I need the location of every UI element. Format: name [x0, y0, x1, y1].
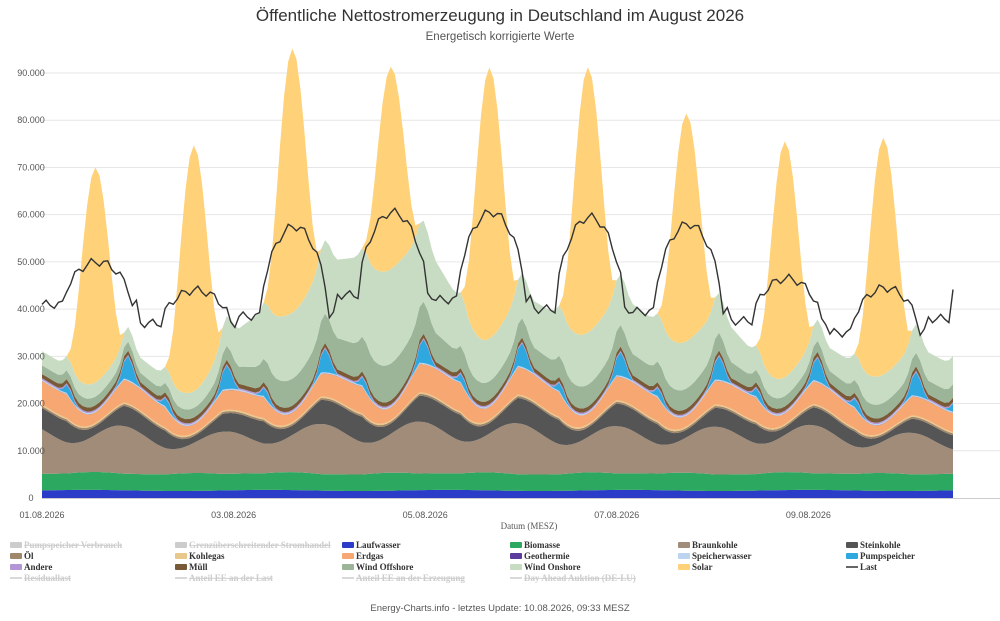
legend-item-braunkohle[interactable]: Braunkohle	[678, 540, 738, 550]
legend-item-residuallast[interactable]: Residuallast	[10, 573, 71, 583]
legend-item-speicherwasser[interactable]: Speicherwasser	[678, 551, 752, 561]
y-tick-label: 50.000	[17, 257, 45, 267]
area-steinkohle	[42, 395, 953, 450]
legend-label: Pumpspeicher	[860, 551, 915, 561]
legend-swatch	[510, 553, 522, 559]
y-tick-label: 20.000	[17, 399, 45, 409]
x-tick-label: 07.08.2026	[594, 510, 639, 520]
x-tick-label: 01.08.2026	[19, 510, 64, 520]
legend-label: Day Ahead Auktion (DE-LU)	[524, 573, 636, 583]
x-tick-label: 09.08.2026	[786, 510, 831, 520]
legend-label: Wind Onshore	[524, 562, 580, 572]
legend-swatch	[510, 564, 522, 570]
legend-label: Biomasse	[524, 540, 560, 550]
y-tick-label: 80.000	[17, 115, 45, 125]
legend-item-anteil-ee-an-der-erzeugung[interactable]: Anteil EE an der Erzeugung	[342, 573, 465, 583]
legend-swatch	[678, 553, 690, 559]
legend-swatch	[342, 542, 354, 548]
legend-label: Öl	[24, 551, 34, 561]
footer-credit: Energy-Charts.info - letztes Update: 10.…	[370, 603, 629, 614]
y-tick-label: 90.000	[17, 68, 45, 78]
y-tick-label: 40.000	[17, 304, 45, 314]
area-series	[42, 48, 953, 498]
x-tick-label: 03.08.2026	[211, 510, 256, 520]
legend-swatch	[510, 542, 522, 548]
area-pumpspeicher	[42, 339, 953, 425]
legend-swatch	[342, 553, 354, 559]
legend-item-pumpspeicher-verbrauch[interactable]: Pumpspeicher Verbrauch	[10, 540, 122, 550]
legend-label: Grenzüberschreitender Stromhandel	[189, 540, 331, 550]
area-kohlegas	[42, 392, 953, 438]
legend-swatch	[678, 564, 690, 570]
legend-label: Andere	[24, 562, 52, 572]
legend-item-pumpspeicher[interactable]: Pumpspeicher	[846, 551, 915, 561]
legend-label: Wind Offshore	[356, 562, 413, 572]
y-tick-label: 70.000	[17, 162, 45, 172]
legend-label: Steinkohle	[860, 540, 901, 550]
legend-swatch	[10, 553, 22, 559]
legend-swatch	[846, 542, 858, 548]
legend-item-andere[interactable]: Andere	[10, 562, 52, 572]
legend-item-wind-offshore[interactable]: Wind Offshore	[342, 562, 413, 572]
area-wind-offshore	[42, 301, 953, 420]
area-biomasse	[42, 472, 953, 491]
legend-swatch	[175, 542, 187, 548]
area-solar	[42, 48, 953, 393]
legend-item--l[interactable]: Öl	[10, 551, 34, 561]
x-axis-label: Datum (MESZ)	[501, 521, 558, 531]
legend-item-kohlegas[interactable]: Kohlegas	[175, 551, 225, 561]
area-laufwasser	[42, 489, 953, 498]
x-axis: 01.08.2026 03.08.2026 05.08.2026 07.08.2026…	[19, 498, 1000, 520]
last-series	[41, 207, 954, 339]
legend-label: Residuallast	[24, 573, 71, 583]
legend-label: Laufwasser	[356, 540, 401, 550]
legend-label: Speicherwasser	[692, 551, 752, 561]
y-tick-label: 0	[28, 493, 33, 503]
legend-item-m-ll[interactable]: Müll	[175, 562, 208, 572]
legend-label: Anteil EE an der Erzeugung	[356, 573, 465, 583]
legend-item-erdgas[interactable]: Erdgas	[342, 551, 384, 561]
legend-swatch	[846, 553, 858, 559]
legend-item-day-ahead-auktion-de-lu-[interactable]: Day Ahead Auktion (DE-LU)	[510, 573, 636, 583]
area-erdgas	[42, 364, 953, 436]
legend-label: Pumpspeicher Verbrauch	[24, 540, 122, 550]
line-last	[41, 207, 954, 339]
legend-swatch	[175, 564, 187, 570]
legend-label: Braunkohle	[692, 540, 738, 550]
legend-label: Müll	[189, 562, 208, 572]
y-tick-label: 30.000	[17, 351, 45, 361]
legend: Pumpspeicher Verbrauch Grenzüberschreiten…	[10, 540, 915, 583]
legend-item-geothermie[interactable]: Geothermie	[510, 551, 569, 561]
legend-swatch	[10, 542, 22, 548]
legend-label: Kohlegas	[189, 551, 225, 561]
y-tick-label: 60.000	[17, 210, 45, 220]
legend-item-steinkohle[interactable]: Steinkohle	[846, 540, 901, 550]
legend-item-anteil-ee-an-der-last[interactable]: Anteil EE an der Last	[175, 573, 273, 583]
legend-label: Anteil EE an der Last	[189, 573, 273, 583]
x-tick-label: 05.08.2026	[403, 510, 448, 520]
y-axis: 0 10.000 20.000 30.000 40.000 50.000 60.000 70.…	[17, 68, 45, 503]
legend-label: Last	[860, 562, 877, 572]
legend-label: Erdgas	[356, 551, 384, 561]
legend-label: Geothermie	[524, 551, 569, 561]
legend-swatch	[10, 564, 22, 570]
area--l	[42, 393, 953, 440]
legend-item-wind-onshore[interactable]: Wind Onshore	[510, 562, 580, 572]
area-braunkohle	[42, 421, 953, 475]
area-wind-onshore	[42, 220, 953, 410]
legend-swatch	[175, 553, 187, 559]
legend-item-biomasse[interactable]: Biomasse	[510, 540, 560, 550]
legend-item-last[interactable]: Last	[846, 562, 877, 572]
chart-title: Öffentliche Nettostromerzeugung in Deuts…	[256, 6, 744, 25]
legend-item-solar[interactable]: Solar	[678, 562, 713, 572]
legend-swatch	[678, 542, 690, 548]
chart-subtitle: Energetisch korrigierte Werte	[426, 31, 575, 43]
legend-swatch	[342, 564, 354, 570]
legend-item-grenz-berschreitender-stromhandel[interactable]: Grenzüberschreitender Stromhandel	[175, 540, 331, 550]
legend-label: Solar	[692, 562, 713, 572]
legend-item-laufwasser[interactable]: Laufwasser	[342, 540, 401, 550]
y-tick-label: 10.000	[17, 446, 45, 456]
